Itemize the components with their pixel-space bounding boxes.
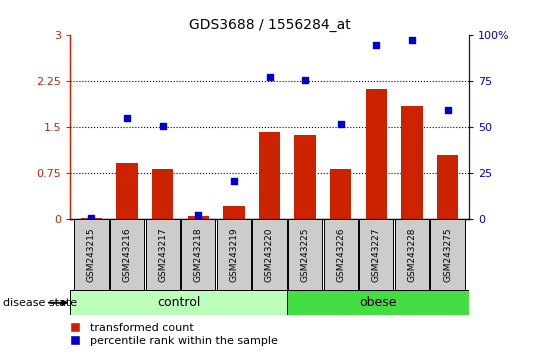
- Text: GSM243217: GSM243217: [158, 228, 167, 282]
- Point: [265, 74, 274, 80]
- Text: GSM243226: GSM243226: [336, 228, 345, 282]
- FancyBboxPatch shape: [287, 290, 469, 315]
- Text: disease state: disease state: [3, 298, 77, 308]
- Bar: [152, 169, 174, 219]
- FancyBboxPatch shape: [181, 219, 216, 290]
- FancyBboxPatch shape: [110, 219, 144, 290]
- Point: [301, 78, 309, 83]
- Bar: [294, 135, 316, 219]
- Bar: [223, 206, 245, 219]
- Bar: [81, 218, 102, 219]
- FancyBboxPatch shape: [323, 219, 358, 290]
- Bar: [401, 106, 423, 219]
- Text: GSM243218: GSM243218: [194, 228, 203, 282]
- Title: GDS3688 / 1556284_at: GDS3688 / 1556284_at: [189, 18, 350, 32]
- Bar: [365, 90, 387, 219]
- Point: [230, 179, 238, 184]
- Text: GSM243220: GSM243220: [265, 228, 274, 282]
- Point: [336, 121, 345, 127]
- Bar: [188, 216, 209, 219]
- FancyBboxPatch shape: [395, 219, 429, 290]
- Text: obese: obese: [360, 296, 397, 309]
- Text: GSM243225: GSM243225: [301, 228, 309, 282]
- Point: [372, 42, 381, 47]
- FancyBboxPatch shape: [70, 290, 287, 315]
- Text: GSM243219: GSM243219: [230, 228, 238, 282]
- Point: [443, 107, 452, 113]
- FancyBboxPatch shape: [217, 219, 251, 290]
- Text: GSM243275: GSM243275: [443, 228, 452, 282]
- FancyBboxPatch shape: [252, 219, 287, 290]
- Bar: [259, 132, 280, 219]
- Bar: [437, 155, 458, 219]
- Point: [407, 38, 416, 43]
- FancyBboxPatch shape: [146, 219, 180, 290]
- Bar: [330, 169, 351, 219]
- Text: GSM243227: GSM243227: [372, 228, 381, 282]
- Text: control: control: [157, 296, 201, 309]
- FancyBboxPatch shape: [431, 219, 465, 290]
- Point: [158, 123, 167, 129]
- Text: GSM243215: GSM243215: [87, 228, 96, 282]
- Point: [87, 216, 96, 221]
- FancyBboxPatch shape: [74, 219, 108, 290]
- FancyBboxPatch shape: [360, 219, 393, 290]
- Legend: transformed count, percentile rank within the sample: transformed count, percentile rank withi…: [59, 319, 283, 351]
- Point: [123, 115, 132, 121]
- FancyBboxPatch shape: [288, 219, 322, 290]
- Text: GSM243216: GSM243216: [122, 228, 132, 282]
- Point: [194, 212, 203, 217]
- Text: GSM243228: GSM243228: [407, 228, 417, 282]
- Bar: [116, 163, 138, 219]
